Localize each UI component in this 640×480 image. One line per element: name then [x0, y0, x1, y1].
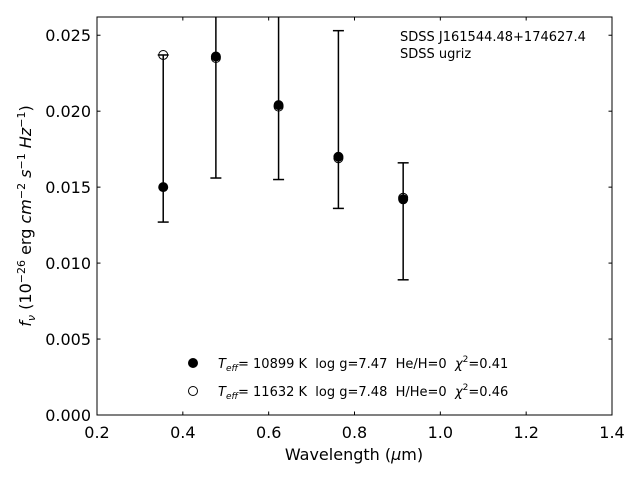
x-tick-label: 0.8: [342, 423, 367, 442]
y-axis-label: fν (10−26 erg cm−2 s−1 Hz−1): [15, 105, 38, 326]
x-tick-label: 0.4: [170, 423, 195, 442]
x-tick-label: 0.2: [84, 423, 109, 442]
y-axis-ticks: 0.000 0.005 0.010 0.015 0.020 0.025: [45, 26, 612, 425]
model-point-open: [210, 53, 221, 64]
legend-entry-2: Teff= 11632 K log g=7.48 H/He=0 χ2=0.46: [218, 383, 508, 402]
y-tick-label: 0.020: [45, 102, 91, 121]
y-tick-label: 0.010: [45, 254, 91, 273]
annotation-object-name: SDSS J161544.48+174627.4: [400, 30, 586, 45]
x-axis-ticks: 0.2 0.4 0.6 0.8 1.0 1.2 1.4: [84, 17, 625, 442]
x-tick-label: 0.6: [256, 423, 281, 442]
data-markers: [158, 49, 409, 205]
x-tick-label: 1.0: [428, 423, 453, 442]
y-tick-label: 0.015: [45, 178, 91, 197]
x-axis-label: Wavelength (μm): [285, 445, 423, 464]
legend-entry-1: Teff= 10899 K log g=7.47 He/H=0 χ2=0.41: [218, 355, 508, 374]
legend-marker-filled: [188, 358, 198, 368]
model-point-open: [398, 192, 409, 203]
legend-marker-open: [188, 386, 198, 396]
x-tick-label: 1.2: [513, 423, 538, 442]
y-tick-label: 0.025: [45, 26, 91, 45]
plot-area: [97, 17, 612, 415]
annotation-survey: SDSS ugriz: [400, 47, 471, 62]
y-tick-label: 0.005: [45, 330, 91, 349]
model-point-filled: [158, 182, 169, 193]
x-tick-label: 1.4: [599, 423, 624, 442]
legend: Teff= 10899 K log g=7.47 He/H=0 χ2=0.41 …: [188, 355, 508, 402]
error-bars: [157, 17, 409, 281]
y-tick-label: 0.000: [45, 406, 91, 425]
model-point-open: [273, 101, 284, 112]
model-point-open: [333, 153, 344, 164]
model-point-open: [158, 49, 169, 60]
